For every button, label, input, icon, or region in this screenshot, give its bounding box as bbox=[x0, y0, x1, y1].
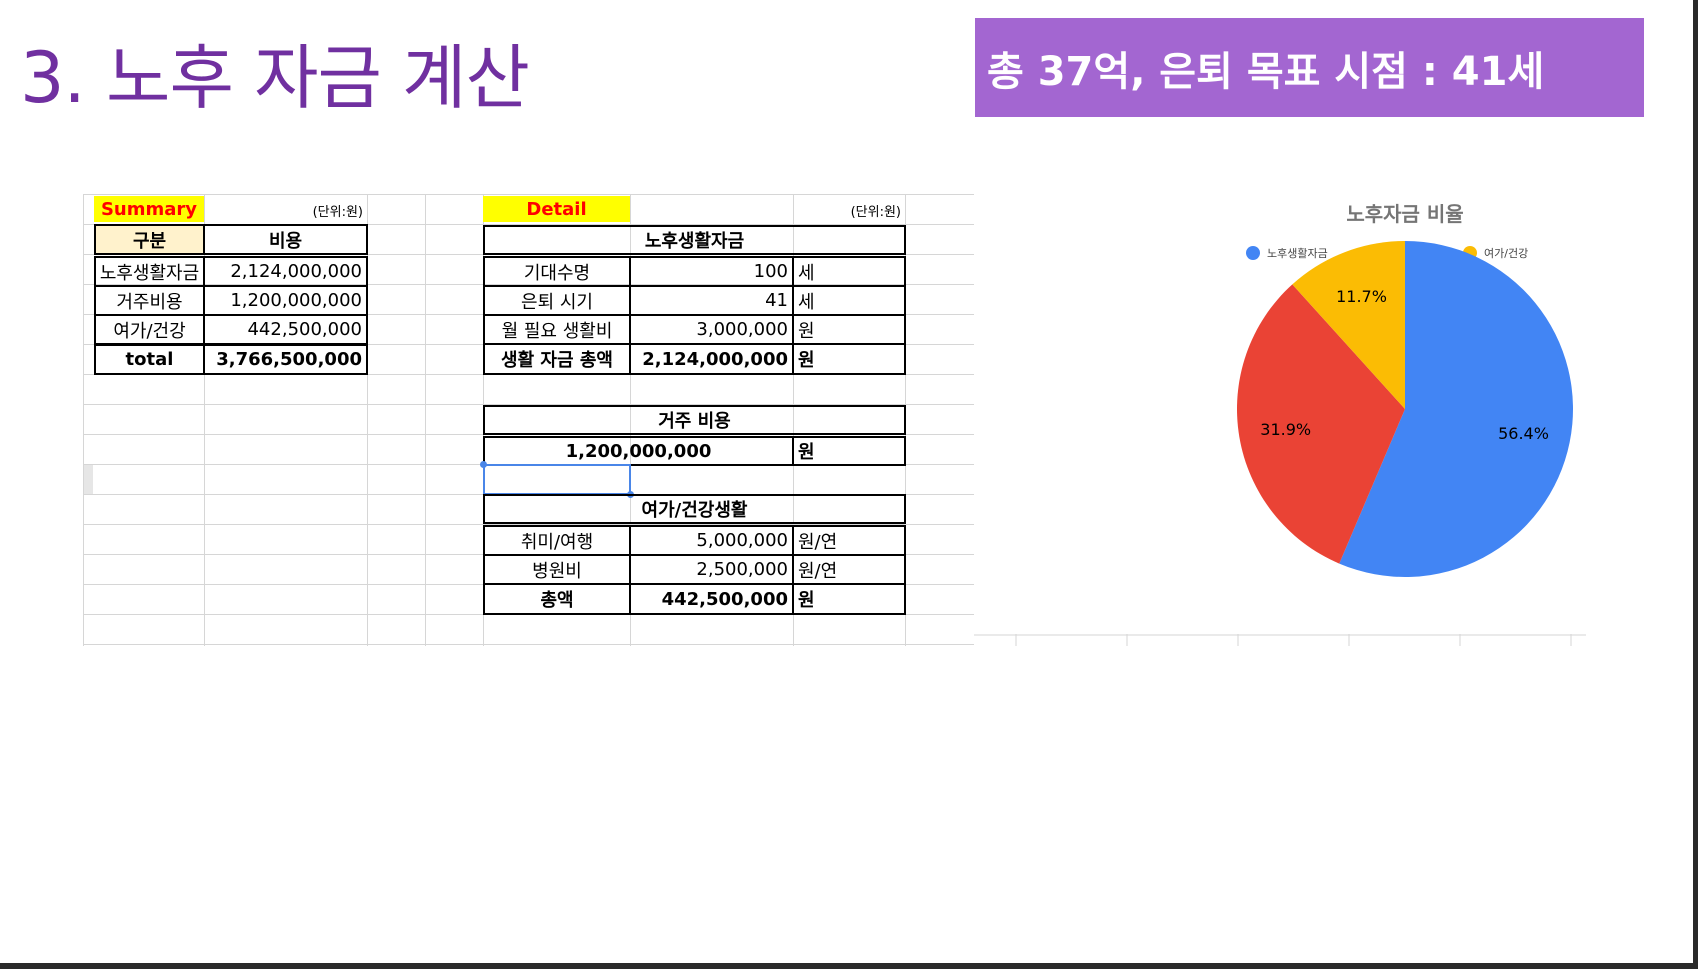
living-total-unit[interactable]: 원 bbox=[792, 343, 906, 375]
leisure-row-unit[interactable]: 원/연 bbox=[792, 554, 906, 585]
leisure-row-value[interactable]: 5,000,000 bbox=[629, 525, 794, 556]
gridline bbox=[204, 194, 205, 646]
housing-value[interactable]: 1,200,000,000 bbox=[483, 436, 794, 466]
living-row-unit[interactable]: 원 bbox=[792, 314, 906, 345]
summary-row-label[interactable]: 거주비용 bbox=[94, 285, 205, 316]
pie-slice-label: 56.4% bbox=[1498, 424, 1549, 443]
housing-section-title[interactable]: 거주 비용 bbox=[483, 405, 906, 435]
leisure-row-value[interactable]: 2,500,000 bbox=[629, 554, 794, 585]
living-total-label[interactable]: 생활 자금 총액 bbox=[483, 343, 631, 375]
chart-slices bbox=[1237, 241, 1574, 577]
pie-slice-0[interactable] bbox=[1339, 241, 1574, 577]
selection-handle[interactable] bbox=[480, 461, 487, 468]
summary-total-label[interactable]: total bbox=[94, 344, 205, 375]
gridline bbox=[83, 644, 974, 645]
leisure-total-value[interactable]: 442,500,000 bbox=[629, 583, 794, 615]
gridline bbox=[83, 224, 974, 225]
pie-chart[interactable]: 노후자금 비율 노후생활자금거주비용여가/건강 56.4%31.9%11.7% bbox=[1185, 195, 1625, 635]
spreadsheet: Summary (단위:원) 구분 비용 노후생활자금 2,124,000,00… bbox=[83, 194, 974, 646]
selected-cell[interactable] bbox=[483, 464, 631, 495]
summary-row-value[interactable]: 442,500,000 bbox=[203, 314, 368, 345]
living-row-value[interactable]: 41 bbox=[629, 285, 794, 316]
chart-title: 노후자금 비율 bbox=[1346, 202, 1463, 226]
living-row-value[interactable]: 100 bbox=[629, 256, 794, 287]
living-row-label[interactable]: 기대수명 bbox=[483, 256, 631, 287]
legend-marker bbox=[1246, 246, 1260, 260]
summary-total-value[interactable]: 3,766,500,000 bbox=[203, 344, 368, 375]
summary-col-category[interactable]: 구분 bbox=[94, 224, 205, 255]
pie-slice-label: 11.7% bbox=[1336, 287, 1387, 306]
leisure-row-label[interactable]: 취미/여행 bbox=[483, 525, 631, 556]
gridline bbox=[83, 404, 974, 405]
window-edge bbox=[0, 963, 1698, 969]
living-row-unit[interactable]: 세 bbox=[792, 256, 906, 287]
gridline bbox=[83, 194, 84, 646]
summary-banner-text: 총 37억, 은퇴 목표 시점 : 41세 bbox=[987, 48, 1545, 95]
row-indicator bbox=[83, 464, 93, 494]
living-row-unit[interactable]: 세 bbox=[792, 285, 906, 316]
detail-unit-note[interactable]: (단위:원) bbox=[850, 204, 901, 220]
living-row-label[interactable]: 월 필요 생활비 bbox=[483, 314, 631, 345]
summary-col-cost[interactable]: 비용 bbox=[203, 224, 368, 255]
legend-label: 여가/건강 bbox=[1484, 247, 1528, 260]
summary-row-label[interactable]: 여가/건강 bbox=[94, 314, 205, 345]
legend-label: 노후생활자금 bbox=[1267, 246, 1328, 260]
slide-title: 3. 노후 자금 계산 bbox=[20, 37, 530, 119]
leisure-total-unit[interactable]: 원 bbox=[792, 583, 906, 615]
chart-grid-strip bbox=[974, 634, 1586, 646]
living-row-value[interactable]: 3,000,000 bbox=[629, 314, 794, 345]
gridline bbox=[793, 194, 794, 646]
detail-header[interactable]: Detail bbox=[483, 196, 630, 222]
housing-unit[interactable]: 원 bbox=[792, 436, 906, 466]
summary-banner: 총 37억, 은퇴 목표 시점 : 41세 bbox=[975, 18, 1644, 117]
summary-unit-note[interactable]: (단위:원) bbox=[312, 204, 363, 220]
gridline bbox=[630, 194, 631, 646]
gridline bbox=[425, 194, 426, 646]
chart-labels: 56.4% 31.9% 11.7% bbox=[1260, 287, 1549, 443]
living-row-label[interactable]: 은퇴 시기 bbox=[483, 285, 631, 316]
leisure-total-label[interactable]: 총액 bbox=[483, 583, 631, 615]
leisure-row-label[interactable]: 병원비 bbox=[483, 554, 631, 585]
summary-row-value[interactable]: 1,200,000,000 bbox=[203, 285, 368, 316]
pie-slice-2[interactable] bbox=[1292, 241, 1405, 409]
summary-row-value[interactable]: 2,124,000,000 bbox=[203, 256, 368, 287]
living-total-value[interactable]: 2,124,000,000 bbox=[629, 343, 794, 375]
summary-header[interactable]: Summary bbox=[94, 196, 204, 222]
leisure-row-unit[interactable]: 원/연 bbox=[792, 525, 906, 556]
pie-slice-label: 31.9% bbox=[1260, 420, 1311, 439]
gridline bbox=[83, 194, 974, 195]
gridline bbox=[83, 524, 974, 525]
summary-row-label[interactable]: 노후생활자금 bbox=[94, 256, 205, 287]
gridline bbox=[83, 284, 974, 285]
pie-slice-1[interactable] bbox=[1237, 284, 1405, 564]
gridline bbox=[367, 194, 368, 646]
living-section-title[interactable]: 노후생활자금 bbox=[483, 225, 906, 255]
window-edge bbox=[1693, 0, 1698, 969]
leisure-section-title[interactable]: 여가/건강생활 bbox=[483, 494, 906, 524]
